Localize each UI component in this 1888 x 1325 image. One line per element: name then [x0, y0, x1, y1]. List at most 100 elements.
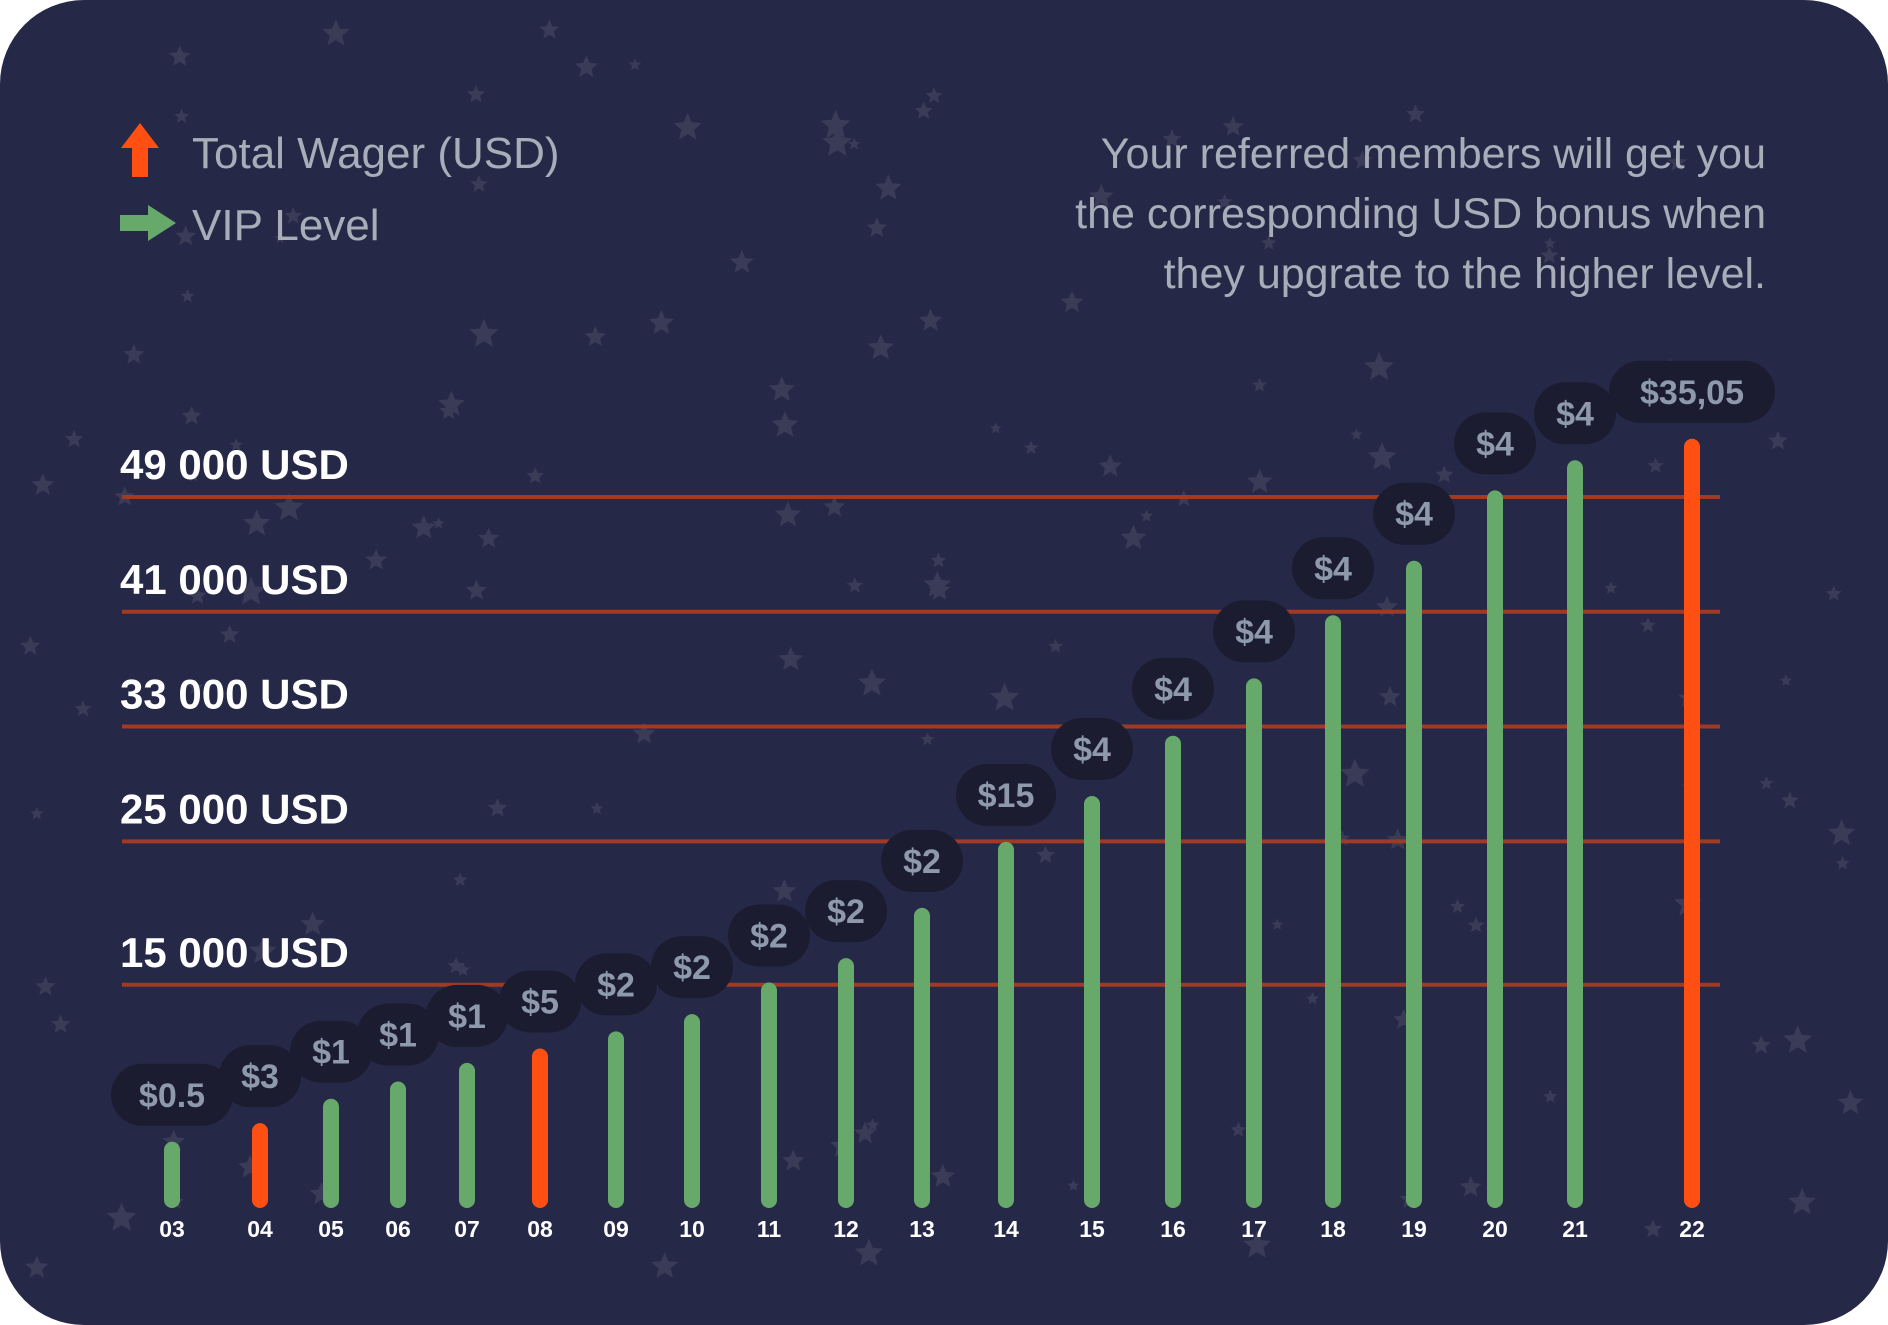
level-tick-label: 22	[1679, 1216, 1705, 1242]
star-decoration	[30, 806, 44, 820]
star-decoration	[487, 797, 508, 817]
star-decoration	[180, 289, 195, 303]
star-decoration	[918, 308, 943, 331]
star-decoration	[857, 668, 887, 696]
bonus-label: $1	[379, 1017, 417, 1055]
star-decoration	[31, 473, 55, 495]
star-decoration	[575, 55, 598, 77]
star-decoration	[1751, 1035, 1771, 1054]
up-arrow-icon	[121, 123, 159, 177]
star-decoration	[846, 577, 864, 593]
star-decoration	[187, 678, 204, 695]
star-decoration	[865, 1118, 880, 1131]
bonus-label: $1	[448, 998, 486, 1036]
star-decoration	[729, 250, 754, 273]
star-decoration	[106, 1202, 137, 1231]
star-decoration	[1781, 791, 1799, 809]
star-decoration	[651, 1252, 679, 1278]
star-decoration	[1828, 819, 1856, 845]
bonus-bubble	[1534, 382, 1616, 445]
star-decoration	[1339, 758, 1370, 787]
bonus-label: $2	[750, 918, 788, 956]
star-decoration	[989, 682, 1020, 711]
star-decoration	[1459, 1175, 1482, 1197]
level-tick-label: 04	[247, 1216, 273, 1242]
level-tick-label: 08	[527, 1216, 553, 1242]
legend-label-total-wager: Total Wager (USD)	[192, 129, 560, 178]
level-tick-label: 07	[454, 1216, 480, 1242]
star-decoration	[35, 976, 56, 996]
star-decoration	[673, 112, 702, 140]
star-decoration	[823, 495, 846, 517]
bonus-bubble	[728, 904, 810, 967]
threshold-lines: 49 000 USD 41 000 USD 33 000 USD 25 000 USD…	[120, 441, 1720, 987]
star-decoration	[1835, 855, 1850, 870]
level-tick-label: 13	[909, 1216, 935, 1242]
star-decoration	[123, 343, 145, 364]
star-decoration	[867, 334, 894, 360]
bonus-label: $4	[1556, 395, 1594, 433]
star-decoration	[1036, 845, 1055, 864]
bonus-label: $4	[1395, 496, 1433, 534]
star-decoration	[447, 957, 465, 974]
level-tick-label: 15	[1079, 1216, 1105, 1242]
star-decoration	[584, 325, 606, 347]
level-tick-label: 19	[1401, 1216, 1427, 1242]
star-decoration	[1643, 1219, 1663, 1238]
bonus-bubble	[881, 829, 963, 892]
star-decoration	[168, 45, 191, 66]
star-decoration	[50, 1014, 71, 1033]
star-decoration	[74, 700, 92, 717]
star-decoration	[1350, 428, 1363, 440]
note-line-1: Your referred members will get you	[1101, 130, 1766, 178]
star-decoration	[1783, 1025, 1813, 1053]
star-decoration	[466, 579, 487, 600]
star-decoration	[284, 206, 303, 224]
star-decoration	[774, 501, 802, 527]
bonus-bubble	[1051, 718, 1133, 781]
star-decoration	[365, 548, 388, 570]
star-decoration	[1222, 115, 1244, 136]
star-decoration	[274, 492, 304, 521]
star-decoration	[1379, 685, 1401, 707]
note-line-3: they upgrate to the higher level.	[1164, 250, 1766, 298]
bonus-label: $2	[827, 893, 865, 931]
star-decoration	[1768, 430, 1788, 450]
bonus-bubble	[956, 763, 1056, 826]
star-decoration	[1640, 617, 1656, 633]
star-decoration	[925, 87, 943, 103]
star-decoration	[65, 429, 84, 448]
star-decoration	[590, 802, 604, 814]
bonus-bubble	[1213, 600, 1295, 663]
bonus-label: $3	[241, 1058, 279, 1096]
star-decoration	[1023, 440, 1039, 454]
star-decoration	[1247, 468, 1273, 493]
level-tick-label: 09	[603, 1216, 629, 1242]
bonus-bubble	[651, 936, 733, 999]
star-decoration	[1120, 524, 1147, 550]
bonus-label: $4	[1073, 731, 1111, 769]
star-decoration	[439, 401, 459, 420]
star-decoration	[1435, 465, 1454, 483]
star-decoration	[772, 878, 797, 902]
star-decoration	[243, 509, 271, 536]
bonus-bubble	[290, 1020, 372, 1083]
star-decoration	[219, 624, 240, 643]
star-decoration	[1759, 776, 1774, 790]
star-decoration	[1060, 290, 1084, 313]
star-decoration	[1647, 457, 1664, 473]
level-tick-label: 06	[385, 1216, 411, 1242]
star-decoration	[274, 232, 286, 244]
star-decoration	[1162, 129, 1182, 148]
star-decoration	[188, 586, 207, 604]
star-decoration	[1540, 246, 1559, 264]
level-tick-label: 20	[1482, 1216, 1508, 1242]
bonus-label: $1	[312, 1034, 350, 1072]
level-tick-label: 10	[679, 1216, 705, 1242]
bonus-bubble	[357, 1003, 439, 1066]
bars: $0.5 03 $3 04 $1 05 $1 06 $1 07 $5 08 $2 09 $2 10 $2 11 $2…	[111, 360, 1775, 1242]
star-decoration	[1088, 183, 1114, 208]
star-decoration	[300, 911, 325, 935]
star-decoration	[1252, 377, 1267, 392]
bonus-bubble	[1132, 657, 1214, 720]
